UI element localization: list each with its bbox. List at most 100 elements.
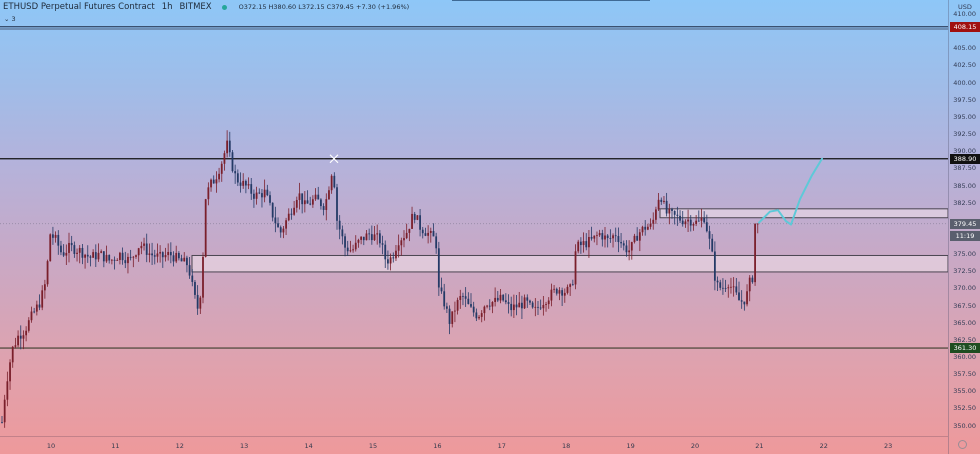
price-tick-label: 390.00 [953, 147, 976, 156]
candle-down [228, 140, 231, 153]
candle-down [145, 243, 148, 255]
candle-down [620, 242, 622, 244]
price-tick-label: 350.00 [953, 421, 976, 430]
symbol-legend[interactable]: ETHUSD Perpetual Futures Contract 1h BIT… [3, 2, 409, 12]
candle-up [357, 239, 360, 243]
candle-down [52, 234, 54, 238]
candle-up [46, 261, 49, 285]
candle-up [454, 310, 456, 312]
candle-down [234, 171, 237, 174]
projection-drawing [758, 157, 823, 226]
candle-down [571, 284, 574, 286]
candle-up [478, 316, 480, 319]
candle-down [309, 203, 312, 205]
currency-label: USD [958, 3, 972, 11]
candle-up [135, 255, 137, 257]
candle-down [413, 213, 416, 220]
candle-up [553, 288, 555, 290]
candle-up [78, 247, 81, 253]
candle-up [727, 287, 730, 289]
price-tick-label: 405.00 [953, 44, 976, 53]
candle-down [121, 252, 124, 261]
candle-down [320, 199, 322, 207]
candle-down [424, 233, 427, 236]
candle-up [183, 257, 186, 262]
candle-down [161, 252, 164, 258]
candle-down [504, 300, 507, 303]
candle-up [349, 250, 352, 252]
candle-down [679, 215, 681, 221]
price-badge: 408.15 [950, 21, 980, 32]
candle-up [518, 302, 521, 308]
candle-up [499, 294, 502, 301]
candle-up [574, 251, 577, 285]
timeframe-label[interactable]: 1h [161, 2, 173, 12]
candle-up [459, 295, 462, 300]
time-tick-label: 18 [562, 442, 571, 450]
candle-up [542, 304, 545, 309]
candle-up [429, 230, 432, 233]
candle-down [488, 305, 491, 307]
candle-up [100, 251, 103, 253]
candle-down [191, 275, 194, 282]
price-plot[interactable] [0, 0, 948, 436]
candle-down [368, 233, 371, 235]
candle-down [322, 206, 325, 210]
settings-gear-icon[interactable] [958, 440, 967, 449]
candle-up [282, 228, 285, 233]
candle-up [566, 286, 569, 293]
candle-down [236, 173, 239, 183]
candle-down [671, 209, 673, 211]
time-tick-label: 15 [368, 442, 378, 450]
price-tick-label: 395.00 [953, 112, 976, 121]
price-tick-label: 352.50 [953, 404, 976, 413]
candle-up [456, 299, 459, 311]
candle-up [376, 233, 379, 235]
candle-down [186, 257, 188, 266]
candle-down [212, 179, 215, 184]
candle-down [250, 184, 253, 194]
candle-up [156, 253, 159, 257]
time-tick-label: 11 [111, 442, 120, 450]
candle-up [480, 313, 483, 317]
top-divider [452, 0, 650, 1]
candle-down [470, 304, 472, 307]
candle-down [713, 251, 716, 281]
price-badge: 379.45 [950, 218, 980, 229]
candle-up [247, 184, 250, 186]
candle-up [105, 254, 108, 262]
candle-down [443, 291, 446, 307]
candle-down [502, 294, 505, 301]
candle-up [43, 284, 46, 291]
indicators-toggle[interactable]: ⌄ 3 [4, 15, 16, 23]
candle-down [735, 286, 738, 293]
symbol-title[interactable]: ETHUSD Perpetual Futures Contract [3, 2, 155, 12]
candle-up [451, 311, 454, 324]
time-tick-label: 17 [497, 442, 506, 450]
time-tick-label: 19 [626, 442, 635, 450]
time-tick-label: 13 [240, 442, 249, 450]
candle-down [590, 236, 593, 239]
candle-down [738, 292, 740, 301]
candle-up [494, 297, 497, 303]
candle-up [545, 304, 547, 305]
market-status-icon [221, 4, 227, 10]
candle-up [25, 330, 28, 336]
candle-up [512, 304, 515, 311]
candle-up [140, 245, 143, 249]
candle-up [684, 221, 687, 225]
candle-down [724, 288, 727, 289]
candle-down [277, 223, 279, 228]
price-tick-label: 397.50 [953, 95, 976, 104]
candle-down [521, 302, 523, 309]
candle-down [38, 304, 41, 308]
candle-down [102, 251, 105, 262]
candle-up [84, 254, 86, 258]
candle-up [754, 223, 756, 283]
candle-down [266, 189, 269, 196]
candle-down [751, 277, 754, 283]
candle-up [395, 250, 397, 259]
candle-down [440, 287, 443, 292]
candle-up [588, 236, 590, 248]
